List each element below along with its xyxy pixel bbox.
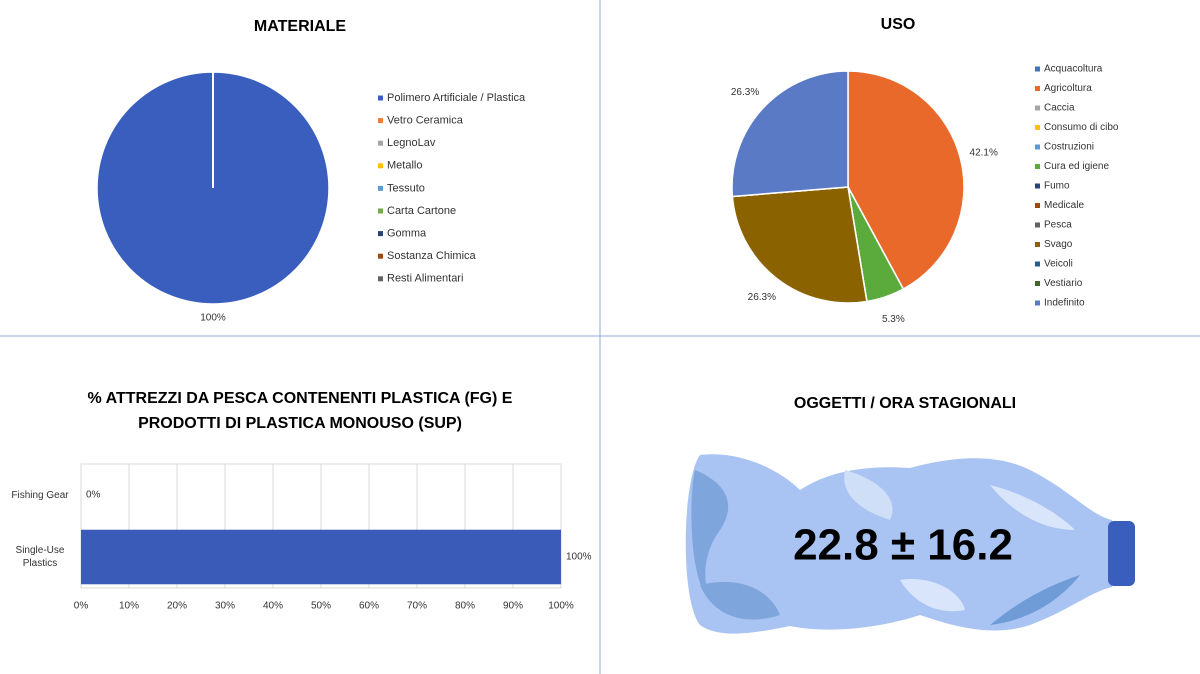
pie-slice bbox=[731, 186, 868, 304]
legend-swatch bbox=[1035, 105, 1040, 111]
legend-swatch bbox=[378, 185, 383, 191]
kpi-title: OGGETTI / ORA STAGIONALI bbox=[794, 395, 1016, 412]
x-tick-label: 100% bbox=[548, 601, 574, 612]
legend-swatch bbox=[1035, 281, 1040, 286]
legend-swatch bbox=[378, 208, 383, 214]
legend-label: Pesca bbox=[1044, 220, 1072, 231]
legend-swatch bbox=[378, 163, 383, 169]
x-tick-label: 70% bbox=[407, 601, 427, 612]
legend-swatch bbox=[378, 253, 383, 259]
data-label: 26.3% bbox=[731, 87, 759, 98]
legend-label: LegnoLav bbox=[387, 137, 436, 149]
chart-title: % ATTREZZI DA PESCA CONTENENTI PLASTICA … bbox=[87, 390, 513, 432]
x-tick-label: 30% bbox=[215, 601, 235, 612]
legend-label: Vestiario bbox=[1044, 278, 1083, 289]
x-tick-label: 40% bbox=[263, 601, 283, 612]
reflection bbox=[844, 470, 893, 520]
bottle-cap bbox=[1108, 521, 1135, 586]
y-tick-label: Single-Use Plastics bbox=[15, 545, 65, 569]
legend-label: Fumo bbox=[1044, 181, 1070, 192]
pie-slice bbox=[731, 70, 849, 198]
bar bbox=[81, 529, 561, 585]
legend-label: Svago bbox=[1044, 239, 1073, 250]
legend-label: Resti Alimentari bbox=[387, 273, 463, 285]
bottle bbox=[685, 454, 1135, 634]
data-label: 26.3% bbox=[748, 292, 776, 303]
legend-swatch bbox=[1035, 242, 1040, 247]
reflection bbox=[900, 579, 965, 612]
legend-swatch bbox=[1035, 66, 1040, 72]
legend-label: Tessuto bbox=[387, 182, 425, 194]
legend-swatch bbox=[1035, 222, 1040, 228]
x-tick-label: 80% bbox=[455, 601, 475, 612]
legend-swatch bbox=[1035, 86, 1040, 91]
legend-swatch bbox=[1035, 261, 1040, 267]
chart-title: MATERIALE bbox=[254, 18, 346, 35]
legend-label: Veicoli bbox=[1044, 259, 1073, 270]
legend-swatch bbox=[1035, 203, 1040, 208]
legend-swatch bbox=[1035, 125, 1040, 130]
legend-label: Medicale bbox=[1044, 200, 1084, 211]
reflection bbox=[700, 581, 780, 620]
legend-swatch bbox=[1035, 183, 1040, 189]
y-tick-label: Fishing Gear bbox=[11, 489, 69, 501]
kpi-value: 22.8 ± 16.2 bbox=[793, 521, 1013, 570]
reflection bbox=[990, 485, 1075, 530]
data-label: 100% bbox=[566, 552, 592, 563]
reflection bbox=[691, 470, 729, 600]
legend-label: Agricoltura bbox=[1044, 83, 1092, 94]
x-tick-label: 10% bbox=[119, 601, 139, 612]
legend-swatch bbox=[378, 95, 383, 101]
legend-label: Metallo bbox=[387, 160, 422, 172]
legend-swatch bbox=[1035, 144, 1040, 150]
legend-label: Consumo di cibo bbox=[1044, 122, 1119, 133]
chart-title: USO bbox=[881, 16, 916, 33]
x-tick-label: 50% bbox=[311, 601, 331, 612]
data-label: 0% bbox=[86, 490, 101, 501]
legend-label: Cura ed igiene bbox=[1044, 161, 1109, 172]
x-tick-label: 0% bbox=[74, 601, 89, 612]
legend-swatch bbox=[1035, 300, 1040, 306]
data-label: 5.3% bbox=[882, 314, 905, 325]
legend-swatch bbox=[1035, 164, 1040, 169]
legend-swatch bbox=[378, 118, 383, 124]
legend-label: Gomma bbox=[387, 228, 427, 240]
legend-label: Sostanza Chimica bbox=[387, 250, 477, 262]
legend-label: Vetro Ceramica bbox=[387, 115, 464, 127]
x-tick-label: 90% bbox=[503, 601, 523, 612]
legend-swatch bbox=[378, 231, 383, 237]
legend-swatch bbox=[378, 276, 383, 282]
pie-slice bbox=[847, 70, 965, 291]
legend-label: Caccia bbox=[1044, 103, 1075, 114]
legend-label: Costruzioni bbox=[1044, 142, 1094, 153]
x-tick-label: 60% bbox=[359, 601, 379, 612]
data-label: 42.1% bbox=[970, 147, 998, 158]
legend-label: Acquacoltura bbox=[1044, 64, 1103, 75]
reflection bbox=[990, 575, 1080, 625]
legend-label: Carta Cartone bbox=[387, 205, 456, 217]
x-tick-label: 20% bbox=[167, 601, 187, 612]
data-label: 100% bbox=[200, 313, 226, 324]
legend-label: Indefinito bbox=[1044, 298, 1085, 309]
legend-label: Polimero Artificiale / Plastica bbox=[387, 92, 526, 104]
legend-swatch bbox=[378, 140, 383, 146]
